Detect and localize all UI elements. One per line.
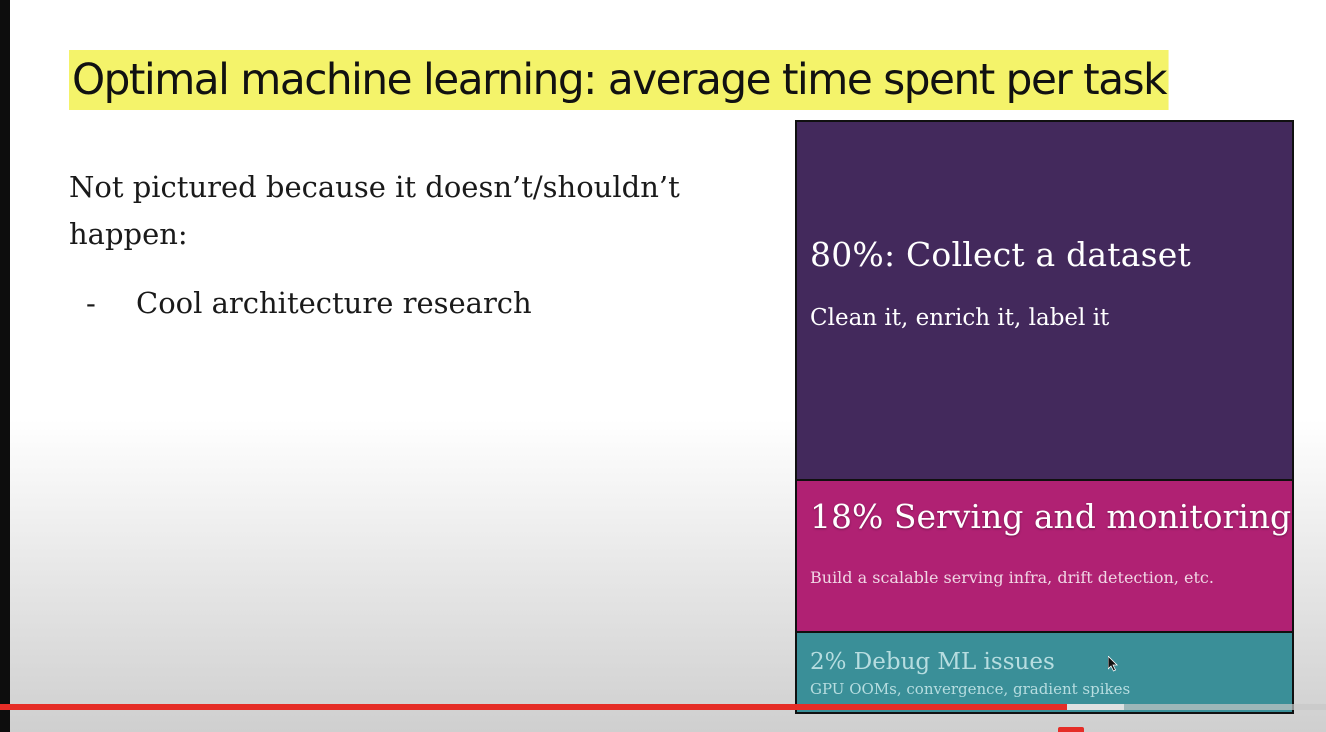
intro-text: Not pictured because it doesn’t/shouldn’… (69, 170, 680, 251)
time-breakdown-stack: 80%: Collect a dataset Clean it, enrich … (795, 120, 1294, 714)
block-collect-dataset: 80%: Collect a dataset Clean it, enrich … (797, 122, 1292, 479)
bullet-dash: - (86, 286, 96, 320)
bullet-item: - Cool architecture research (86, 280, 532, 327)
block-subtext: Clean it, enrich it, label it (810, 305, 1110, 331)
mouse-pointer-icon (1107, 655, 1118, 676)
scrubber-handle[interactable] (1058, 727, 1084, 732)
block-serving-monitoring: 18% Serving and monitoring Build a scala… (797, 481, 1292, 631)
block-debug-ml: 2% Debug ML issues GPU OOMs, convergence… (797, 633, 1292, 712)
bullet-text: Cool architecture research (136, 286, 532, 320)
slide-title: Optimal machine learning: average time s… (69, 50, 1169, 110)
block-heading: 18% Serving and monitoring (810, 497, 1292, 536)
block-heading: 80%: Collect a dataset (810, 235, 1191, 274)
block-subtext: GPU OOMs, convergence, gradient spikes (810, 680, 1131, 698)
block-subtext: Build a scalable serving infra, drift de… (810, 568, 1214, 587)
left-edge-bar (0, 0, 10, 732)
played-progress (0, 704, 1068, 710)
video-progress-bar[interactable] (0, 704, 1326, 710)
block-heading: 2% Debug ML issues (810, 649, 1055, 675)
